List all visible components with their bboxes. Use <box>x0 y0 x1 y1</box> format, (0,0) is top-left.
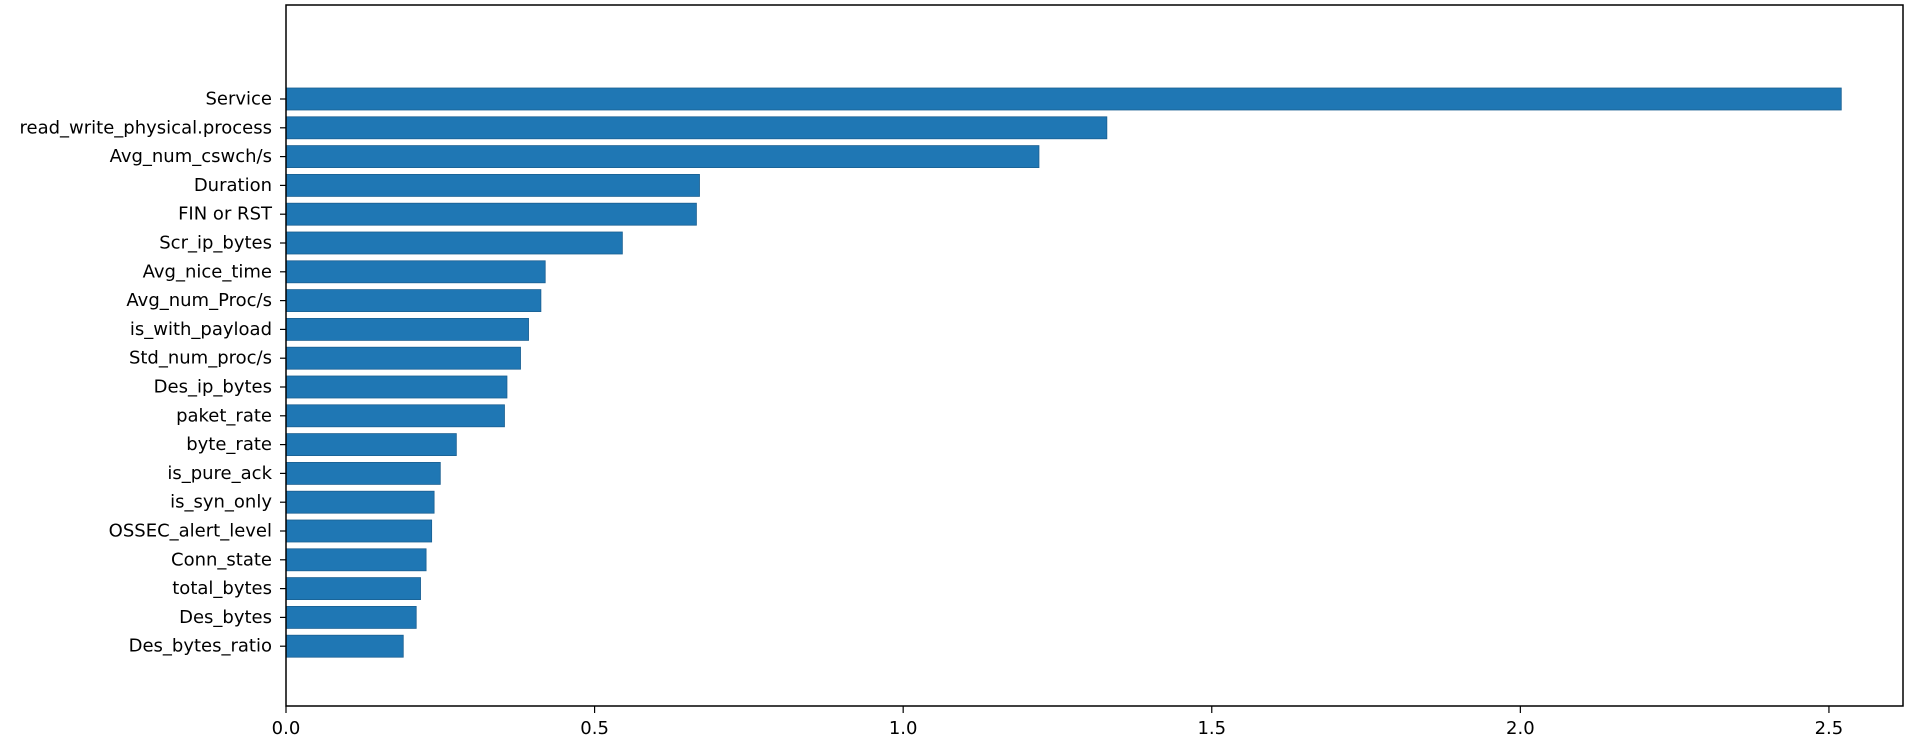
bar <box>285 317 529 341</box>
bar <box>285 577 421 600</box>
y-tick-label: Conn_state <box>171 549 272 570</box>
y-tick-label: is_syn_only <box>170 492 272 513</box>
bar <box>285 490 435 514</box>
y-tick-label: Std_num_proc/s <box>129 348 272 369</box>
y-tick-label: Des_ip_bytes <box>154 377 272 398</box>
bar <box>285 231 623 255</box>
y-tick-label: Avg_num_Proc/s <box>126 290 272 311</box>
bar <box>285 173 700 197</box>
x-tick-label: 1.5 <box>1197 718 1226 739</box>
y-tick-label: FIN or RST <box>178 204 273 225</box>
y-tick-label: read_write_physical.process <box>20 117 272 138</box>
y-tick-label: Des_bytes <box>179 607 272 628</box>
y-tick-label: Des_bytes_ratio <box>129 636 272 657</box>
bar <box>285 404 505 428</box>
bar <box>285 87 1842 111</box>
y-tick-label: is_with_payload <box>130 319 272 340</box>
bar <box>285 202 697 226</box>
y-tick-label: Avg_nice_time <box>143 261 272 282</box>
y-tick-label: Avg_num_cswch/s <box>110 146 272 167</box>
bar <box>285 548 427 572</box>
x-tick-label: 1.0 <box>889 718 918 739</box>
plot-frame <box>285 4 1904 707</box>
y-tick-label: is_pure_ack <box>167 463 272 484</box>
x-tick-label: 2.5 <box>1815 718 1844 739</box>
x-tick-label: 0.0 <box>272 718 301 739</box>
y-tick-label: Service <box>205 89 272 110</box>
bar <box>285 145 1040 169</box>
y-tick-label: Duration <box>194 175 272 196</box>
bar <box>285 606 417 629</box>
y-tick-label: byte_rate <box>186 434 272 455</box>
bar <box>285 461 441 485</box>
bar <box>285 289 542 313</box>
y-tick-label: total_bytes <box>172 578 272 599</box>
bar <box>285 346 521 370</box>
x-ticks <box>285 706 1830 713</box>
y-tick-label: Scr_ip_bytes <box>159 233 272 254</box>
x-tick-labels: 0.0 0.5 1.0 1.5 2.0 2.5 <box>272 718 1844 739</box>
x-tick-label: 0.5 <box>580 718 609 739</box>
bars-group <box>285 87 1842 658</box>
bar <box>285 433 457 457</box>
y-tick-label: paket_rate <box>176 405 272 426</box>
bar <box>285 260 546 284</box>
y-tick-label: OSSEC_alert_level <box>109 521 272 542</box>
x-tick-label: 2.0 <box>1506 718 1535 739</box>
y-ticks <box>280 98 286 647</box>
y-tick-labels: Service read_write_physical.process Avg_nu… <box>20 89 273 657</box>
bar <box>285 116 1108 140</box>
bar <box>285 634 404 658</box>
bar <box>285 375 508 399</box>
bar <box>285 519 433 543</box>
